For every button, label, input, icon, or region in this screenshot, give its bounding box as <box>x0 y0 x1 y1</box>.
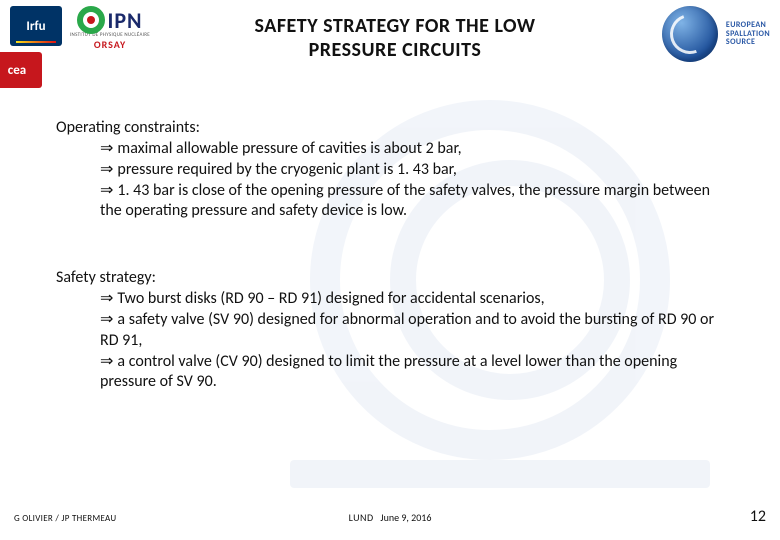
arrow-icon: ⇒ <box>100 353 113 370</box>
ess-line3: SOURCE <box>726 38 770 47</box>
bullet-item: ⇒a control valve (CV 90) designed to lim… <box>100 352 720 394</box>
ess-logo-icon <box>662 6 718 62</box>
bullet-item: ⇒Two burst disks (RD 90 – RD 91) designe… <box>100 289 720 310</box>
footer-date: June 9, 2016 <box>380 511 431 524</box>
bullet-text: a control valve (CV 90) designed to limi… <box>100 352 677 392</box>
logos-left: Irfu cea IPN INSTITUT DE PHYSIQUE NUCLÉA… <box>10 6 150 88</box>
ess-logo-text: EUROPEAN SPALLATION SOURCE <box>726 21 770 47</box>
bullet-text: a safety valve (SV 90) designed for abno… <box>100 310 714 350</box>
cea-label: cea <box>8 63 26 78</box>
slide-title: SAFETY STRATEGY FOR THE LOW PRESSURE CIR… <box>200 14 590 62</box>
footer-place: LUND <box>349 511 374 524</box>
bullet-item: ⇒maximal allowable pressure of cavities … <box>100 139 720 160</box>
arrow-icon: ⇒ <box>100 161 113 178</box>
bullet-item: ⇒pressure required by the cryogenic plan… <box>100 160 720 181</box>
ipn-logo: IPN INSTITUT DE PHYSIQUE NUCLÉAIRE ORSAY <box>70 6 150 51</box>
page-number: 12 <box>750 507 766 526</box>
bullet-list: ⇒maximal allowable pressure of cavities … <box>100 139 720 222</box>
logos-right: EUROPEAN SPALLATION SOURCE <box>662 6 770 62</box>
content: Operating constraints: ⇒maximal allowabl… <box>56 118 720 393</box>
cea-logo: cea <box>0 52 42 88</box>
title-line1: SAFETY STRATEGY FOR THE LOW <box>200 14 590 38</box>
bullet-text: 1. 43 bar is close of the opening pressu… <box>100 181 710 221</box>
irfu-logo: Irfu <box>10 6 62 46</box>
block-safety-strategy: Safety strategy: ⇒Two burst disks (RD 90… <box>56 268 720 393</box>
bullet-text: maximal allowable pressure of cavities i… <box>117 139 461 158</box>
bullet-item: ⇒a safety valve (SV 90) designed for abn… <box>100 310 720 352</box>
block-operating-constraints: Operating constraints: ⇒maximal allowabl… <box>56 118 720 222</box>
slide: Irfu cea IPN INSTITUT DE PHYSIQUE NUCLÉA… <box>0 0 780 540</box>
bullet-item: ⇒1. 43 bar is close of the opening press… <box>100 181 720 223</box>
arrow-icon: ⇒ <box>100 311 113 328</box>
ipn-orsay: ORSAY <box>94 38 126 51</box>
arrow-icon: ⇒ <box>100 290 113 307</box>
bullet-text: Two burst disks (RD 90 – RD 91) designed… <box>117 289 544 308</box>
section-heading: Operating constraints: <box>56 118 720 137</box>
arrow-icon: ⇒ <box>100 182 113 199</box>
bullet-text: pressure required by the cryogenic plant… <box>117 160 456 179</box>
title-line2: PRESSURE CIRCUITS <box>200 38 590 62</box>
arrow-icon: ⇒ <box>100 140 113 157</box>
atom-icon <box>77 6 105 34</box>
section-heading: Safety strategy: <box>56 268 720 287</box>
bullet-list: ⇒Two burst disks (RD 90 – RD 91) designe… <box>100 289 720 393</box>
footer-center: LUND June 9, 2016 <box>0 511 780 524</box>
irfu-label: Irfu <box>26 19 45 34</box>
ipn-label: IPN <box>107 7 142 34</box>
